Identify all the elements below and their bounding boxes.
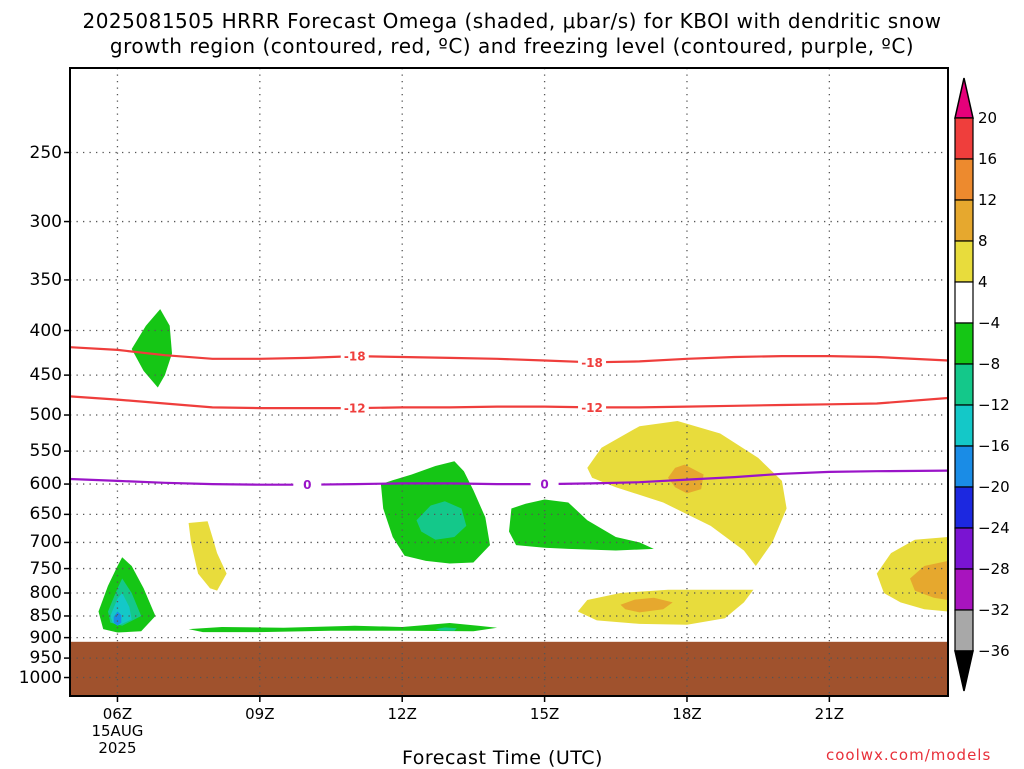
x-tick-label-9: 09Z (245, 705, 275, 723)
colorbar-bin-2 (954, 199, 974, 242)
y-tick-label-400: 400 (29, 320, 62, 341)
colorbar-bin-7 (954, 404, 974, 447)
colorbar-tick-label-1: 16 (978, 150, 998, 168)
y-tick-label-250: 250 (29, 142, 62, 163)
colorbar-tick-label-12: −32 (978, 601, 1010, 619)
colorbar-bin-4 (954, 281, 974, 324)
y-tick-label-300: 300 (29, 211, 62, 232)
x-tick-label-18: 18Z (672, 705, 702, 723)
y-tick-label-450: 450 (29, 365, 62, 386)
omega-region-16 (910, 560, 948, 600)
colorbar-tick-label-11: −28 (978, 560, 1010, 578)
omega-region-5 (188, 623, 498, 633)
colorbar-bin-0 (954, 117, 974, 160)
colorbar-tick-label-7: −12 (978, 396, 1010, 414)
colorbar-tick-label-4: 4 (978, 273, 988, 291)
colorbar-bin-6 (954, 363, 974, 406)
x-tick-label-12: 12Z (387, 705, 417, 723)
omega-region-0 (131, 309, 172, 388)
chart-title-line1: 2025081505 HRRR Forecast Omega (shaded, … (82, 9, 942, 33)
isotherm-label--12: -12 (581, 401, 603, 415)
y-tick-label-850: 850 (29, 605, 62, 626)
colorbar-tick-label-5: −4 (978, 314, 1001, 332)
colorbar-bin-8 (954, 445, 974, 488)
y-tick-label-900: 900 (29, 627, 62, 648)
omega-region-10 (188, 521, 227, 591)
colorbar-tick-label-3: 8 (978, 232, 988, 250)
y-tick-label-750: 750 (29, 558, 62, 579)
y-tick-label-600: 600 (29, 474, 62, 495)
omega-region-9 (509, 499, 654, 551)
isotherm-label-bg (578, 354, 607, 371)
colorbar-bin-9 (954, 486, 974, 529)
omega-region-14 (620, 597, 673, 613)
colorbar-tick-label-0: 20 (978, 109, 998, 127)
isotherm-line--12 (69, 395, 949, 410)
omega-region-4 (113, 611, 122, 626)
y-tick-label-350: 350 (29, 269, 62, 290)
colorbar-bin-5 (954, 322, 974, 365)
credit-link[interactable]: coolwx.com/models (826, 746, 992, 764)
colorbar-bin-12 (954, 609, 974, 652)
y-tick-label-500: 500 (29, 405, 62, 425)
omega-region-8 (416, 501, 467, 540)
colorbar-bin-3 (954, 240, 974, 283)
isotherm-label--18: -18 (344, 350, 366, 364)
isotherm-label-bg (530, 476, 559, 493)
isotherm-label--18: -18 (581, 356, 603, 370)
omega-region-6 (435, 627, 457, 631)
y-tick-label-800: 800 (29, 583, 62, 603)
isotherm-label-bg (340, 400, 369, 417)
x-tick-label-21: 21Z (814, 705, 845, 723)
x-axis-label: Forecast Time (UTC) (402, 747, 603, 769)
isotherm-label-bg (293, 476, 322, 493)
chart-title-line2: growth region (contoured, red, ºC) and f… (109, 34, 915, 58)
colorbar-tick-label-6: −8 (978, 355, 1001, 373)
isotherm-label-0: 0 (303, 478, 311, 492)
colorbar-tick-label-9: −20 (978, 478, 1010, 496)
isotherm-label--12: -12 (344, 402, 366, 416)
isotherm-line--18 (69, 346, 949, 364)
x-tick-label-6: 06Z (102, 705, 133, 723)
x-date-label-1: 15AUG (91, 722, 144, 740)
y-tick-label-950: 950 (29, 648, 62, 669)
isotherm-label-bg (578, 399, 607, 416)
x-tick-label-15: 15Z (529, 705, 560, 723)
omega-region-11 (587, 421, 787, 566)
plot-frame (69, 67, 949, 697)
colorbar-tick-label-10: −24 (978, 519, 1010, 537)
y-tick-label-650: 650 (29, 504, 62, 525)
y-tick-label-700: 700 (29, 532, 62, 553)
colorbar-tick-label-2: 12 (978, 191, 998, 209)
plot-background (70, 68, 948, 696)
colorbar-tick-label-8: −16 (978, 437, 1010, 455)
terrain-surface (70, 641, 948, 696)
isotherm-label-0: 0 (540, 478, 548, 492)
x-date-label-2: 2025 (98, 739, 137, 757)
colorbar-bin-1 (954, 158, 974, 201)
colorbar-bottom-triangle (954, 650, 974, 692)
isotherm-line-0 (69, 469, 949, 486)
colorbar-tick-label-13: −36 (978, 642, 1010, 660)
colorbar-bin-10 (954, 527, 974, 570)
y-tick-label-550: 550 (29, 441, 62, 462)
colorbar-top-triangle (954, 77, 974, 119)
y-tick-label-1000: 1000 (18, 667, 62, 688)
isotherm-label-bg (340, 348, 369, 365)
colorbar-bin-11 (954, 568, 974, 611)
